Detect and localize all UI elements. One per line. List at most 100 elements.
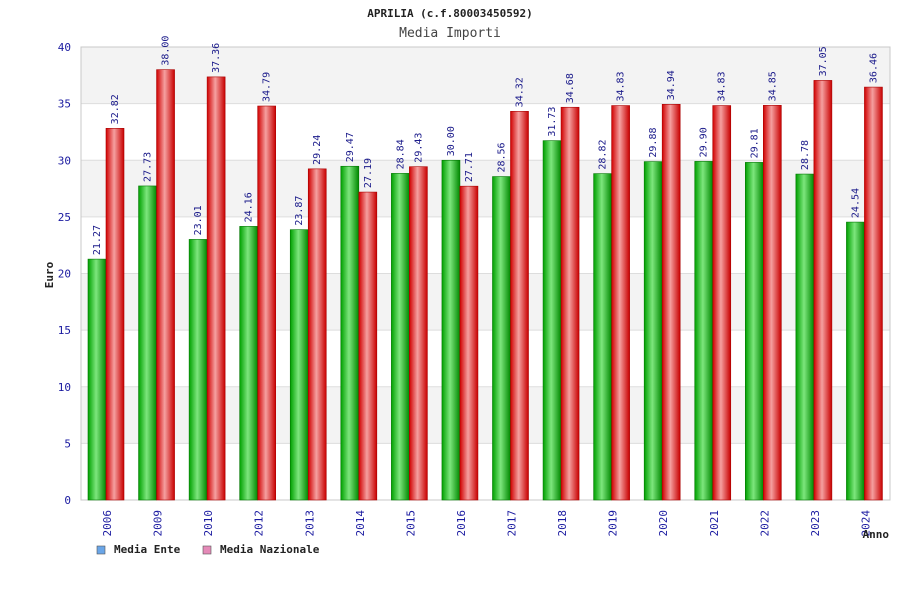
- x-tick-label: 2022: [758, 510, 771, 537]
- data-label: 36.46: [868, 53, 879, 83]
- y-tick-label: 30: [58, 154, 71, 167]
- x-tick-label: 2015: [404, 510, 417, 537]
- data-label: 24.16: [244, 192, 255, 222]
- bar-media-ente: [340, 165, 360, 501]
- x-tick-label: 2024: [859, 510, 872, 537]
- bar-media-nazionale: [864, 86, 883, 501]
- y-tick-label: 40: [58, 41, 71, 54]
- data-label: 29.47: [345, 132, 356, 162]
- chart-title: APRILIA (c.f.80003450592): [367, 7, 533, 20]
- bar-media-ente: [593, 173, 612, 501]
- legend: Media Ente Media Nazionale: [96, 543, 320, 556]
- bar-media-nazionale: [661, 104, 681, 501]
- x-tick-label: 2017: [506, 510, 519, 537]
- y-tick-label: 20: [58, 268, 71, 281]
- bar-media-nazionale: [510, 111, 529, 501]
- bar-media-nazionale: [307, 168, 327, 501]
- bar-media-ente: [795, 173, 815, 501]
- data-label: 34.32: [515, 77, 526, 107]
- bar-media-ente: [643, 161, 663, 501]
- data-label: 28.78: [800, 140, 811, 170]
- y-tick-label: 0: [64, 494, 71, 507]
- data-label: 34.83: [717, 71, 728, 101]
- data-label: 28.56: [497, 142, 508, 172]
- bar-media-nazionale: [459, 185, 479, 501]
- data-label: 34.83: [616, 71, 627, 101]
- bar-media-nazionale: [611, 105, 630, 501]
- x-tick-label: 2023: [809, 510, 822, 537]
- bar-media-ente: [391, 173, 410, 501]
- y-tick-label: 5: [64, 437, 71, 450]
- legend-label: Media Nazionale: [220, 543, 320, 556]
- y-tick-label: 10: [58, 381, 71, 394]
- y-axis-label: Euro: [43, 261, 56, 288]
- bar-media-ente: [492, 176, 511, 501]
- bar-media-ente: [542, 140, 562, 501]
- bar-media-nazionale: [763, 105, 782, 501]
- bar-media-nazionale: [712, 105, 732, 501]
- data-label: 23.01: [193, 205, 204, 235]
- data-label: 21.27: [92, 225, 103, 255]
- data-label: 23.87: [294, 196, 305, 226]
- x-tick-label: 2021: [708, 510, 721, 537]
- bar-media-nazionale: [409, 166, 428, 501]
- data-label: 27.71: [464, 152, 475, 182]
- data-label: 29.81: [749, 128, 760, 158]
- data-label: 34.79: [262, 72, 273, 102]
- x-tick-label: 2009: [152, 510, 165, 537]
- data-label: 29.88: [648, 127, 659, 157]
- bar-media-nazionale: [206, 76, 226, 501]
- bar-media-ente: [745, 162, 764, 501]
- bar-media-ente: [138, 185, 157, 501]
- y-tick-label: 25: [58, 211, 71, 224]
- data-label: 28.84: [395, 139, 406, 169]
- bar-media-nazionale: [358, 191, 378, 501]
- bar-media-ente: [441, 159, 461, 501]
- bar-media-nazionale: [156, 69, 175, 501]
- x-tick-label: 2020: [657, 510, 670, 537]
- bar-media-nazionale: [257, 105, 276, 501]
- data-label: 32.82: [110, 94, 121, 124]
- plot-frame: [80, 46, 891, 501]
- data-label: 29.90: [699, 127, 710, 157]
- y-tick-label: 35: [58, 98, 71, 111]
- y-tick-label: 15: [58, 324, 71, 337]
- x-tick-label: 2019: [607, 510, 620, 537]
- bar-media-nazionale: [560, 106, 580, 501]
- bar-media-nazionale: [105, 128, 125, 501]
- data-label: 29.24: [312, 135, 323, 165]
- chart-subtitle: Media Importi: [399, 26, 501, 41]
- bar-media-ente: [239, 226, 258, 501]
- bar-media-ente: [188, 239, 208, 501]
- data-label: 30.00: [446, 126, 457, 156]
- data-label: 38.00: [161, 36, 172, 66]
- x-tick-label: 2014: [354, 510, 367, 537]
- data-label: 34.94: [666, 70, 677, 100]
- data-label: 29.43: [413, 133, 424, 163]
- x-tick-label: 2018: [556, 510, 569, 537]
- x-tick-label: 2010: [202, 510, 215, 537]
- plot-area: 0 5 10 15 20 25 30 35 40 21.27 32.82 2006 27.73 38.00…: [58, 36, 891, 537]
- legend-swatch: [96, 545, 106, 555]
- x-axis-label: Anno: [863, 528, 890, 541]
- bar-media-ente: [87, 258, 107, 501]
- bar-media-ente: [846, 221, 865, 501]
- bar-media-ente: [289, 229, 309, 501]
- legend-label: Media Ente: [114, 543, 181, 556]
- data-label: 27.19: [363, 158, 374, 188]
- data-label: 31.73: [547, 107, 558, 137]
- x-tick-label: 2006: [101, 510, 114, 537]
- data-label: 34.85: [767, 71, 778, 101]
- data-label: 28.82: [598, 140, 609, 170]
- bar-media-ente: [694, 161, 714, 501]
- data-label: 37.36: [211, 43, 222, 73]
- data-label: 24.54: [850, 188, 861, 218]
- data-label: 37.05: [818, 46, 829, 76]
- x-tick-label: 2012: [253, 510, 266, 537]
- x-tick-label: 2013: [303, 510, 316, 537]
- x-tick-label: 2016: [455, 510, 468, 537]
- bar-media-nazionale: [813, 80, 833, 501]
- data-label: 27.73: [143, 152, 154, 182]
